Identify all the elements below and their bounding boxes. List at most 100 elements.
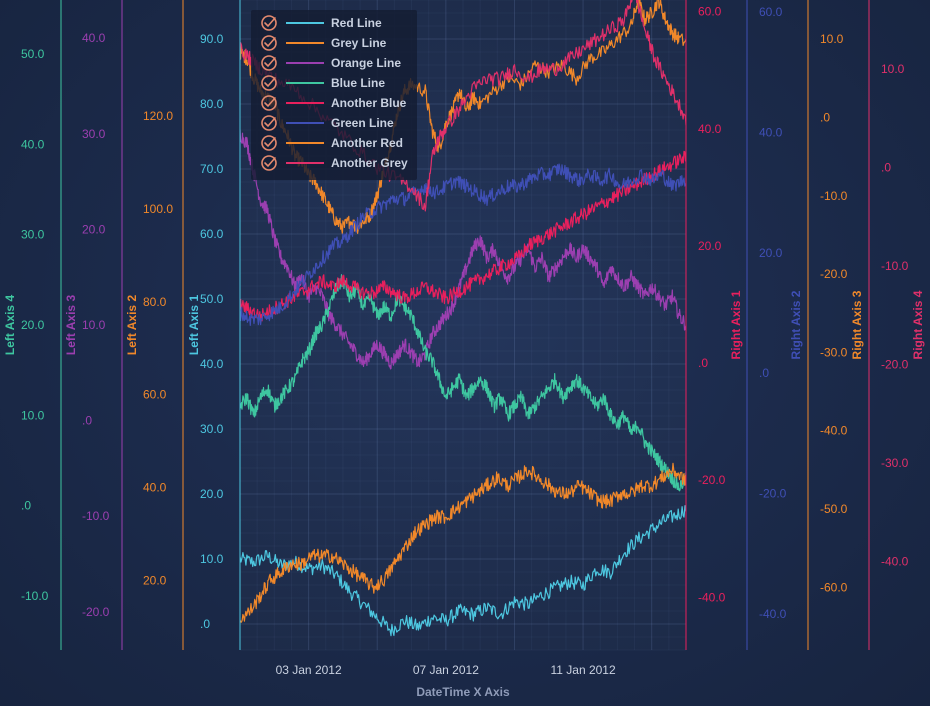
axis-left1: .0 10.0 20.0 30.0 40.0 50.0 60.0 70.0 80.0 90.0 Le… (187, 0, 241, 650)
axis-left3: -20.0 -10.0 .0 10.0 20.0 30.0 40.0 Left Axis 3 (64, 0, 123, 650)
legend-item-8[interactable]: Another Grey (261, 155, 408, 171)
tick-label-right4: -20.0 (881, 357, 909, 371)
tick-label-right1: 40.0 (698, 122, 722, 136)
tick-label-left1: 80.0 (200, 97, 224, 111)
legend-check-icon[interactable] (261, 15, 277, 31)
tick-label-left4: 30.0 (21, 228, 45, 242)
tick-label-right3: 10.0 (820, 32, 844, 46)
tick-label-left1: 90.0 (200, 32, 224, 46)
legend-label: Another Red (331, 136, 403, 150)
series-line-4 (240, 274, 686, 492)
tick-label-right1: -40.0 (698, 590, 726, 604)
tick-label-left3: 10.0 (82, 318, 106, 332)
series-line-3 (240, 129, 686, 370)
tick-label-right2: 20.0 (759, 246, 783, 260)
legend-check-icon[interactable] (261, 75, 277, 91)
tick-label-right2: -20.0 (759, 487, 787, 501)
axis-title-right3: Right Axis 3 (850, 290, 864, 359)
x-axis: 03 Jan 2012 07 Jan 2012 11 Jan 2012 DateTim… (276, 663, 616, 699)
axis-title-right4: Right Axis 4 (911, 290, 925, 359)
legend-item-3[interactable]: Orange Line (261, 55, 401, 71)
tick-label-right3: -60.0 (820, 580, 848, 594)
series-line-1 (240, 505, 686, 637)
x-axis-title: DateTime X Axis (416, 685, 510, 699)
tick-label-right1: 60.0 (698, 5, 722, 19)
tick-label-left1: 40.0 (200, 357, 224, 371)
tick-label-left2: 20.0 (143, 573, 167, 587)
tick-label-right2: -40.0 (759, 607, 787, 621)
tick-label-left3: -20.0 (82, 605, 110, 619)
tick-label-right2: .0 (759, 366, 769, 380)
tick-label-right4: 10.0 (881, 62, 905, 76)
tick-label-right3: -20.0 (820, 267, 848, 281)
tick-label-right2: 60.0 (759, 5, 783, 19)
tick-label-left2: 120.0 (143, 109, 173, 123)
legend-label: Grey Line (331, 36, 387, 50)
tick-label-left4: 40.0 (21, 137, 45, 151)
tick-label-left2: 100.0 (143, 202, 173, 216)
legend-check-icon[interactable] (261, 135, 277, 151)
axis-title-right1: Right Axis 1 (729, 290, 743, 359)
axis-title-right2: Right Axis 2 (789, 290, 803, 359)
tick-label-left1: 70.0 (200, 162, 224, 176)
tick-label-right2: 40.0 (759, 125, 783, 139)
tick-label-left4: -10.0 (21, 589, 49, 603)
tick-label-left1: 30.0 (200, 422, 224, 436)
legend-item-6[interactable]: Green Line (261, 115, 394, 131)
legend-label: Green Line (331, 116, 394, 130)
tick-label-right3: -30.0 (820, 345, 848, 359)
tick-label-right1: 20.0 (698, 239, 722, 253)
legend-background (251, 10, 417, 180)
legend-check-icon[interactable] (261, 155, 277, 171)
axis-title-left3: Left Axis 3 (64, 295, 78, 356)
tick-label-right3: -50.0 (820, 502, 848, 516)
legend[interactable]: Red Line Grey Line Orange Line Blue Line Ano… (251, 10, 417, 180)
legend-check-icon[interactable] (261, 115, 277, 131)
x-tick-label: 03 Jan 2012 (276, 663, 342, 677)
legend-item-5[interactable]: Another Blue (261, 95, 407, 111)
legend-item-2[interactable]: Grey Line (261, 35, 387, 51)
axis-right2: -40.0 -20.0 .0 20.0 40.0 60.0 Right Axis 2 (746, 0, 803, 650)
legend-item-1[interactable]: Red Line (261, 15, 382, 31)
tick-label-left1: 50.0 (200, 292, 224, 306)
legend-check-icon[interactable] (261, 95, 277, 111)
axis-title-left1: Left Axis 1 (187, 295, 201, 356)
tick-label-right4: .0 (881, 160, 891, 174)
axis-title-left4: Left Axis 4 (3, 295, 17, 356)
legend-check-icon[interactable] (261, 55, 277, 71)
tick-label-right1: .0 (698, 356, 708, 370)
legend-label: Blue Line (331, 76, 385, 90)
legend-check-icon[interactable] (261, 35, 277, 51)
tick-label-left1: 60.0 (200, 227, 224, 241)
legend-label: Another Grey (331, 156, 408, 170)
legend-label: Orange Line (331, 56, 401, 70)
series-line-7 (240, 462, 686, 623)
x-tick-label: 07 Jan 2012 (413, 663, 479, 677)
tick-label-left4: .0 (21, 499, 31, 513)
tick-label-left3: 40.0 (82, 31, 106, 45)
tick-label-left2: 80.0 (143, 295, 167, 309)
legend-label: Another Blue (331, 96, 407, 110)
tick-label-right4: -30.0 (881, 456, 909, 470)
tick-label-left4: 10.0 (21, 408, 45, 422)
tick-label-right3: -10.0 (820, 189, 848, 203)
axis-title-left2: Left Axis 2 (125, 295, 139, 356)
tick-label-right1: -20.0 (698, 473, 726, 487)
tick-label-left3: 20.0 (82, 222, 106, 236)
axis-left4: -10.0 .0 10.0 20.0 30.0 40.0 50.0 Left Axis 4 (3, 0, 62, 650)
x-tick-label: 11 Jan 2012 (550, 663, 615, 677)
axis-left2: 20.0 40.0 60.0 80.0 100.0 120.0 Left Axis 2 (125, 0, 184, 650)
axis-right3: -60.0 -50.0 -40.0 -30.0 -20.0 -10.0 .0 10.0 Righ… (807, 0, 864, 650)
tick-label-right3: -40.0 (820, 424, 848, 438)
tick-label-left2: 60.0 (143, 388, 167, 402)
legend-item-7[interactable]: Another Red (261, 135, 403, 151)
tick-label-left1: .0 (200, 617, 210, 631)
axis-right4: -40.0 -30.0 -20.0 -10.0 .0 10.0 Right Axis 4 (868, 0, 925, 650)
tick-label-left4: 50.0 (21, 47, 45, 61)
axes-layer: -10.0 .0 10.0 20.0 30.0 40.0 50.0 Left Axis 4 -2… (3, 0, 925, 650)
tick-label-left4: 20.0 (21, 318, 45, 332)
tick-label-left1: 20.0 (200, 487, 224, 501)
legend-item-4[interactable]: Blue Line (261, 75, 385, 91)
series-layer (240, 0, 686, 637)
